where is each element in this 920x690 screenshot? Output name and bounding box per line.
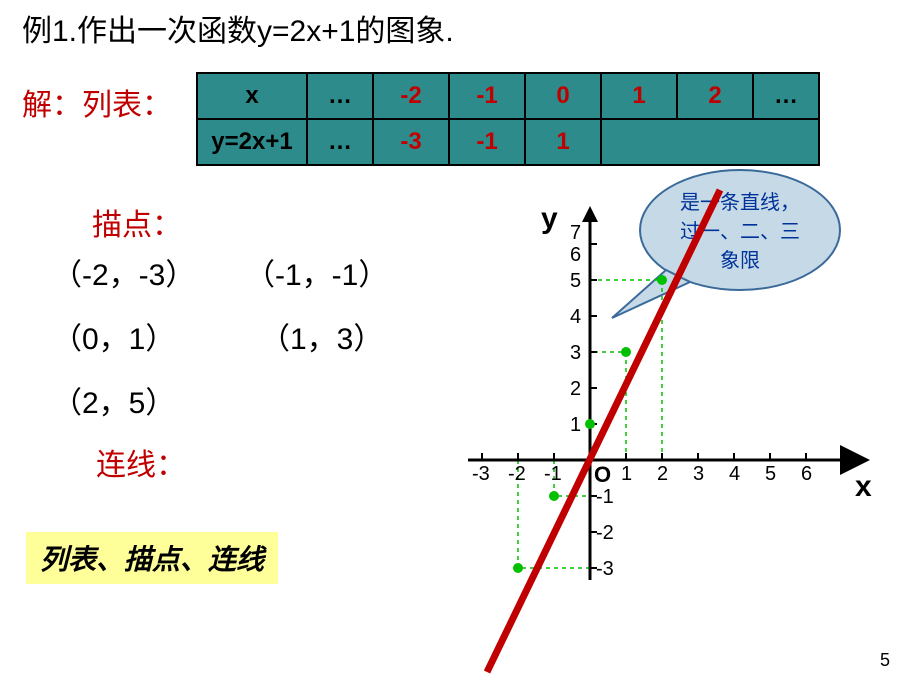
y-tick: -2 bbox=[596, 522, 614, 545]
y-tick: 1 bbox=[570, 414, 581, 437]
cell-x: 2 bbox=[677, 73, 753, 119]
point-text: （-1，-1） bbox=[245, 250, 388, 294]
x-axis-label: x bbox=[855, 470, 872, 504]
table-row: y=2x+1 … -3 -1 1 bbox=[197, 119, 819, 165]
y-tick: 7 bbox=[570, 222, 581, 245]
x-tick: 1 bbox=[621, 463, 632, 486]
cell-ellipsis: … bbox=[753, 73, 819, 119]
y-tick: 2 bbox=[570, 378, 581, 401]
cell-x: 0 bbox=[525, 73, 601, 119]
callout-line: 过一、二、三 bbox=[650, 215, 830, 244]
point-text: （-2，-3） bbox=[52, 250, 195, 294]
cell-x: -1 bbox=[449, 73, 525, 119]
cell-ellipsis: … bbox=[307, 73, 373, 119]
x-tick: 6 bbox=[801, 463, 812, 486]
callout: 是一条直线， 过一、二、三 象限 bbox=[610, 160, 850, 320]
x-tick: 5 bbox=[765, 463, 776, 486]
cell-x: 1 bbox=[601, 73, 677, 119]
origin-label: O bbox=[594, 462, 611, 488]
point-text: （2，5） bbox=[52, 378, 175, 422]
x-tick: -3 bbox=[472, 463, 490, 486]
table-row: x … -2 -1 0 1 2 … bbox=[197, 73, 819, 119]
y-tick: 3 bbox=[570, 342, 581, 365]
x-tick: -1 bbox=[544, 463, 562, 486]
table-label: 解：列表： bbox=[22, 80, 172, 124]
page-number: 5 bbox=[880, 650, 890, 671]
cell-x-header: x bbox=[197, 73, 307, 119]
problem-title: 例1.作出一次函数y=2x+1的图象. bbox=[22, 6, 454, 50]
y-tick: 6 bbox=[570, 244, 581, 267]
point-text: （1，3） bbox=[260, 314, 383, 358]
value-table: x … -2 -1 0 1 2 … y=2x+1 … -3 -1 1 bbox=[196, 72, 820, 166]
y-tick: -3 bbox=[596, 558, 614, 581]
callout-line: 象限 bbox=[650, 244, 830, 273]
connect-label: 连线： bbox=[96, 440, 186, 484]
x-tick: 4 bbox=[729, 463, 740, 486]
point-text: （0，1） bbox=[52, 314, 175, 358]
cell-y: 1 bbox=[525, 119, 601, 165]
callout-line: 是一条直线， bbox=[650, 186, 830, 215]
y-tick: -1 bbox=[596, 486, 614, 509]
cell-ellipsis: … bbox=[307, 119, 373, 165]
cell-y-header: y=2x+1 bbox=[197, 119, 307, 165]
steps-summary: 列表、描点、连线 bbox=[26, 532, 278, 584]
y-axis-label: y bbox=[541, 202, 558, 236]
plot-label: 描点： bbox=[92, 200, 182, 244]
cell-x: -2 bbox=[373, 73, 449, 119]
y-tick: 4 bbox=[570, 306, 581, 329]
y-tick: 5 bbox=[570, 270, 581, 293]
x-tick: 2 bbox=[657, 463, 668, 486]
x-tick: 3 bbox=[693, 463, 704, 486]
x-tick: -2 bbox=[508, 463, 526, 486]
cell-y: -3 bbox=[373, 119, 449, 165]
cell-y-blank bbox=[601, 119, 819, 165]
cell-y: -1 bbox=[449, 119, 525, 165]
